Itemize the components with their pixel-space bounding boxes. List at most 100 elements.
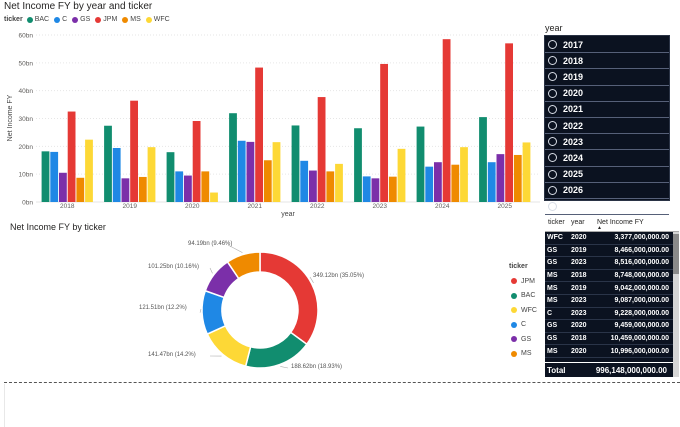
bar-legend-item-c[interactable]: C [54,16,67,23]
radio-icon[interactable] [548,137,557,147]
slicer-item-2019[interactable]: 2019 [545,69,669,86]
bar-gs-2019[interactable] [121,178,130,202]
bar-ms-2021[interactable] [263,160,272,202]
donut-legend-item-wfc[interactable]: WFC [511,303,537,318]
slicer-item-2027[interactable]: 2027 [545,199,669,216]
data-table[interactable]: ticker year Net Income FY ▲ WFC 2020 3,377… [545,214,679,377]
bar-bac-2024[interactable] [416,126,425,202]
bar-ms-2022[interactable] [326,171,335,202]
bar-bac-2022[interactable] [291,125,300,202]
bar-legend-item-ms[interactable]: MS [122,16,141,23]
radio-icon[interactable] [548,185,557,195]
bar-ms-2024[interactable] [451,164,460,202]
bar-jpm-2018[interactable] [67,111,76,202]
bar-ms-2020[interactable] [201,171,210,202]
table-scrollbar[interactable] [673,232,679,377]
table-header-net-income[interactable]: Net Income FY ▲ [593,219,671,231]
donut-slice-jpm[interactable] [259,251,319,346]
slicer-item-2020[interactable]: 2020 [545,86,669,102]
bar-ms-2019[interactable] [138,176,147,202]
table-row[interactable]: GS 2018 10,459,000,000.00 [545,333,679,346]
donut-legend-item-jpm[interactable]: JPM [511,274,537,289]
slicer-list[interactable]: 2017 2018 2019 2020 2021 2022 2023 2024 2025 2026… [544,35,670,216]
bar-gs-2021[interactable] [246,141,255,202]
donut-legend-item-bac[interactable]: BAC [511,289,537,304]
donut-chart-visual[interactable]: Net Income FY by ticker 94.19bn (9.46%) … [0,220,540,380]
bar-bac-2019[interactable] [104,125,112,202]
bar-wfc-2022[interactable] [335,163,343,202]
bar-wfc-2019[interactable] [147,147,156,202]
bar-bac-2023[interactable] [354,128,362,202]
radio-icon[interactable] [548,88,557,98]
bar-c-2019[interactable] [112,148,121,202]
bar-wfc-2018[interactable] [85,139,93,202]
table-row[interactable]: GS 2023 8,516,000,000.00 [545,257,679,270]
bar-gs-2022[interactable] [309,170,317,202]
radio-icon[interactable] [548,169,557,179]
bar-gs-2023[interactable] [371,178,380,202]
bar-gs-2025[interactable] [496,154,505,202]
radio-icon[interactable] [548,56,557,66]
radio-icon[interactable] [548,72,557,82]
table-header-year[interactable]: year [571,219,585,226]
slicer-item-2026[interactable]: 2026 [545,183,669,199]
donut-legend-item-ms[interactable]: MS [511,347,537,362]
radio-icon[interactable] [548,40,557,50]
table-row[interactable]: MS 2020 10,996,000,000.00 [545,345,679,358]
donut-legend-item-gs[interactable]: GS [511,332,537,347]
table-row[interactable]: C 2023 9,228,000,000.00 [545,308,679,321]
radio-icon[interactable] [548,121,557,131]
bar-c-2021[interactable] [237,140,246,202]
bar-chart-visual[interactable]: Net Income FY by year and ticker ticker … [0,0,540,218]
table-header-ticker[interactable]: ticker [548,219,565,226]
donut-slice-ms[interactable] [226,251,261,280]
bar-wfc-2021[interactable] [272,142,281,202]
table-row[interactable]: GS 2019 8,466,000,000.00 [545,245,679,258]
table-row[interactable]: MS 2018 8,748,000,000.00 [545,270,679,283]
slicer-item-2024[interactable]: 2024 [545,150,669,167]
bar-ms-2023[interactable] [388,176,397,202]
bar-legend-item-bac[interactable]: BAC [26,16,49,23]
bar-c-2023[interactable] [362,176,371,202]
slicer-item-2023[interactable]: 2023 [545,134,669,151]
bar-wfc-2024[interactable] [460,147,468,202]
year-slicer[interactable]: year 2017 2018 2019 2020 2021 2022 2023 2024 202… [544,21,670,216]
bar-jpm-2023[interactable] [380,63,388,202]
bar-bac-2021[interactable] [229,113,237,202]
donut-legend-item-c[interactable]: C [511,318,537,333]
table-row[interactable]: WFC 2020 3,377,000,000.00 [545,232,679,245]
radio-icon[interactable] [548,104,557,114]
radio-icon[interactable] [548,201,557,211]
table-row[interactable]: GS 2020 9,459,000,000.00 [545,320,679,333]
bar-bac-2025[interactable] [479,117,487,202]
slicer-item-2025[interactable]: 2025 [545,167,669,183]
bar-bac-2020[interactable] [166,152,175,202]
slicer-item-2021[interactable]: 2021 [545,102,669,118]
bar-jpm-2021[interactable] [255,67,263,202]
table-row[interactable]: MS 2023 9,087,000,000.00 [545,295,679,308]
slicer-item-2017[interactable]: 2017 [545,37,669,54]
bar-jpm-2024[interactable] [442,39,451,202]
bar-c-2025[interactable] [487,162,496,202]
bar-jpm-2020[interactable] [192,121,201,202]
radio-icon[interactable] [548,153,557,163]
bar-gs-2020[interactable] [184,175,192,202]
bar-ms-2018[interactable] [76,177,85,202]
bar-c-2020[interactable] [175,171,184,202]
donut-slice-bac[interactable] [244,331,308,369]
bar-gs-2024[interactable] [434,162,442,202]
bar-wfc-2023[interactable] [397,148,406,202]
bar-ms-2025[interactable] [513,154,522,202]
slicer-item-2018[interactable]: 2018 [545,53,669,70]
bar-legend-item-gs[interactable]: GS [72,16,90,23]
bar-c-2022[interactable] [300,160,309,202]
table-scroll-thumb[interactable] [673,234,679,274]
bar-wfc-2020[interactable] [210,192,218,202]
bar-c-2024[interactable] [425,166,434,202]
table-row[interactable]: MS 2019 9,042,000,000.00 [545,282,679,295]
bar-jpm-2025[interactable] [505,43,513,202]
slicer-item-2022[interactable]: 2022 [545,118,669,135]
bar-jpm-2019[interactable] [130,100,138,202]
bar-bac-2018[interactable] [41,151,50,202]
bar-jpm-2022[interactable] [317,97,326,202]
